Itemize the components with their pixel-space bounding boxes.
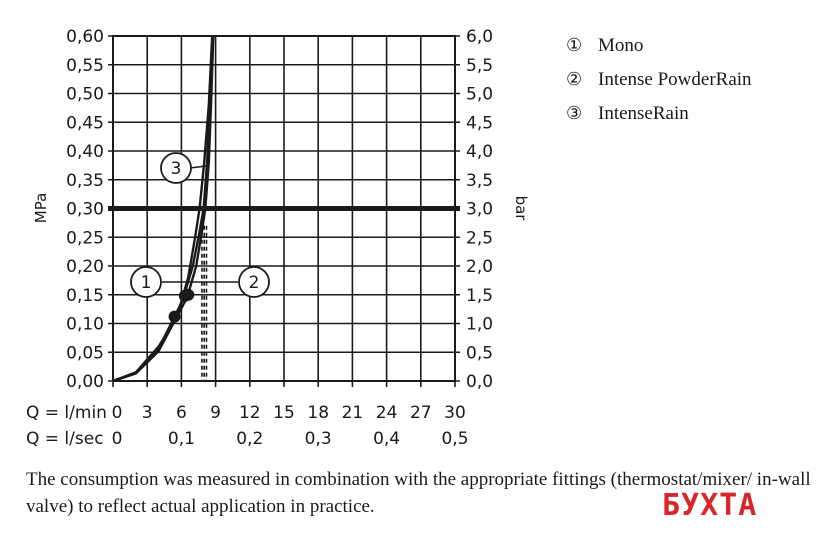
legend-entry-mono: ① Mono: [566, 35, 643, 56]
chart-grid: [108, 35, 460, 387]
y-left-tick-labels: 0,00 0,05 0,10 0,15 0,20 0,25 0,30 0,35 0,40 0,45…: [66, 27, 104, 392]
chart-legend: ① Mono ② Intense PowderRain ③ IntenseRai…: [566, 35, 752, 124]
y-left-tick-label: 0,40: [66, 142, 104, 162]
y-right-tick-label: 6,0: [466, 27, 493, 47]
legend-mark-2: ②: [566, 69, 582, 90]
callout-2-label: 2: [249, 273, 260, 293]
y-left-tick-label: 0,55: [66, 56, 104, 76]
legend-entry-intense-powderrain: ② Intense PowderRain: [566, 69, 752, 90]
callout-3: 3: [160, 152, 192, 184]
callout-2: 2: [238, 266, 270, 298]
legend-label-intense-powderrain: Intense PowderRain: [598, 69, 752, 90]
y-right-tick-label: 3,5: [466, 171, 493, 191]
series-line-3: [112, 35, 214, 383]
y-left-tick-label: 0,25: [66, 228, 104, 248]
legend-mark-1: ①: [566, 35, 582, 56]
y-right-tick-label: 4,0: [466, 142, 493, 162]
x-secondary-tick-label: 0,2: [236, 429, 263, 449]
pressure-flow-chart: 0,000,050,100,150,200,250,300,350,400,45…: [26, 27, 752, 449]
y-right-tick-label: 5,5: [466, 56, 493, 76]
series-group: [112, 35, 215, 383]
y-right-tick-label: 2,0: [466, 257, 493, 277]
y-right-tick-label: 2,5: [466, 228, 493, 248]
x-primary-tick-label: 18: [307, 403, 329, 423]
y-left-axis-title: MPa: [32, 193, 50, 224]
x-secondary-tick-label: 0,5: [441, 429, 468, 449]
x-secondary-axis-title: Q = l/sec: [26, 429, 104, 449]
x-secondary-tick-label: 0,3: [305, 429, 332, 449]
y-right-tick-labels: 0,0 0,5 1,0 1,5 2,0 2,5 3,0 3,5 4,0 4,5 5,0 5,5 6,0: [466, 27, 493, 392]
x-primary-tick-label: 6: [176, 403, 187, 423]
chart-caption: The consumption was measured in combinat…: [26, 469, 811, 517]
x-primary-tick-label: 12: [239, 403, 261, 423]
x-primary-tick-label: 24: [376, 403, 398, 423]
callout-1: 1: [130, 266, 162, 298]
x-primary-tick-label: 9: [210, 403, 221, 423]
y-right-axis-title: bar: [512, 196, 530, 222]
y-right-tick-label: 4,5: [466, 113, 493, 133]
x-secondary-tick-label: 0,4: [373, 429, 400, 449]
x-primary-tick-label: 3: [142, 403, 153, 423]
legend-label-mono: Mono: [598, 35, 643, 56]
y-left-tick-label: 0,00: [66, 372, 104, 392]
callout-1-label: 1: [141, 273, 152, 293]
x-primary-tick-labels: 0 3 6 9 12 15 18 21 24 27 30: [112, 403, 466, 423]
x-secondary-tick-label: 0,1: [168, 429, 195, 449]
y-left-tick-label: 0,45: [66, 113, 104, 133]
y-right-tick-label: 0,0: [466, 372, 493, 392]
x-secondary-tick-labels: 0 0,1 0,2 0,3 0,4 0,5: [112, 429, 469, 449]
x-primary-axis-title: Q = l/min: [26, 403, 107, 423]
x-secondary-tick-label: 0: [112, 429, 123, 449]
y-right-tick-label: 3,0: [466, 200, 493, 220]
watermark-logo: БУХТА: [662, 488, 758, 523]
y-left-tick-label: 0,15: [66, 286, 104, 306]
callout-group: 1 2 3: [130, 152, 270, 298]
callout-3-label: 3: [171, 159, 182, 179]
y-left-tick-label: 0,20: [66, 257, 104, 277]
x-primary-tick-label: 21: [342, 403, 364, 423]
legend-label-intenserain: IntenseRain: [598, 103, 689, 124]
y-left-tick-label: 0,50: [66, 85, 104, 105]
series-point-1: [168, 310, 181, 323]
series-point-3: [182, 288, 195, 301]
y-right-tick-label: 5,0: [466, 85, 493, 105]
y-left-tick-label: 0,30: [66, 200, 104, 220]
y-right-tick-label: 1,5: [466, 286, 493, 306]
x-primary-tick-label: 15: [273, 403, 295, 423]
x-primary-tick-label: 0: [112, 403, 123, 423]
y-left-tick-label: 0,10: [66, 315, 104, 335]
legend-mark-3: ③: [566, 103, 582, 124]
y-right-tick-label: 0,5: [466, 343, 493, 363]
x-primary-tick-label: 27: [410, 403, 432, 423]
legend-entry-intenserain: ③ IntenseRain: [566, 103, 689, 124]
y-left-tick-label: 0,60: [66, 27, 104, 47]
y-right-tick-label: 1,0: [466, 315, 493, 335]
y-left-tick-label: 0,05: [66, 343, 104, 363]
x-primary-tick-label: 30: [444, 403, 466, 423]
y-left-tick-label: 0,35: [66, 171, 104, 191]
